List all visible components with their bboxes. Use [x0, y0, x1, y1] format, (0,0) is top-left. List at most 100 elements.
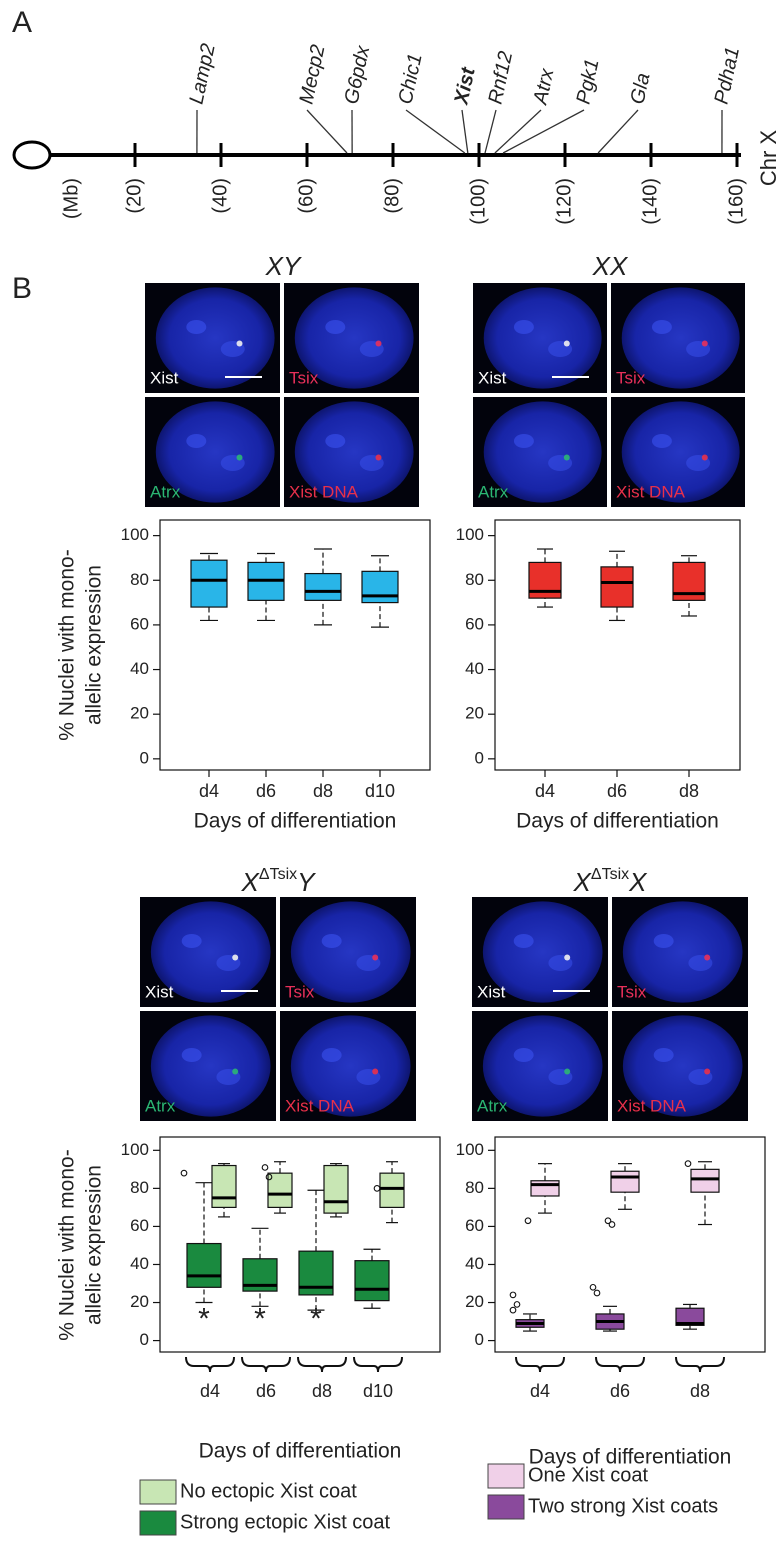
gene-label: Atrx	[529, 66, 558, 107]
signal-spot	[563, 340, 570, 347]
gene-pointer	[405, 109, 466, 154]
signal-spot	[375, 340, 382, 347]
gene-label: Pgk1	[573, 57, 604, 106]
y-tick-label: 60	[130, 614, 149, 633]
nucleus-speckle	[513, 934, 534, 948]
box	[684, 1160, 720, 1226]
nucleus	[622, 1015, 743, 1117]
box-body	[675, 1307, 705, 1326]
nucleus	[150, 1015, 271, 1117]
nucleus	[294, 287, 414, 389]
centromere	[12, 140, 52, 170]
x-axis-label: Days of differentiation	[199, 1440, 402, 1463]
channel-label: Xist DNA	[617, 1096, 687, 1115]
signal-spot	[704, 1068, 711, 1075]
nucleus-speckle	[513, 434, 534, 448]
signal-spot	[701, 340, 708, 347]
signal-spot	[232, 954, 239, 961]
y-tick-label: 0	[140, 1330, 149, 1349]
box-body	[530, 1180, 560, 1197]
box-body	[304, 572, 342, 601]
category-brace	[515, 1356, 565, 1373]
title-part: X	[241, 867, 261, 897]
panel-label: A	[12, 6, 32, 39]
x-tick-label: d6	[607, 781, 627, 801]
y-tick-label: 100	[456, 525, 484, 544]
x-axis-label: Days of differentiation	[516, 810, 719, 833]
outlier	[593, 1289, 601, 1297]
tick-label: (60)	[295, 178, 317, 214]
tick-label: (80)	[381, 178, 403, 214]
box	[261, 1161, 293, 1214]
channel-label: Xist DNA	[285, 1096, 355, 1115]
box	[600, 550, 634, 622]
channel-label: Tsix	[285, 982, 315, 1001]
signal-spot	[375, 454, 382, 461]
nucleus-speckle	[653, 1048, 674, 1062]
box	[528, 548, 562, 608]
signal-spot	[701, 454, 708, 461]
outlier	[373, 1185, 381, 1192]
box	[323, 1163, 349, 1218]
gene-pointer	[494, 109, 542, 154]
outlier	[513, 1301, 521, 1308]
outlier	[608, 1221, 616, 1228]
plot-frame	[159, 1136, 441, 1353]
box	[604, 1163, 640, 1228]
box-body	[354, 1260, 390, 1302]
gene-pointer	[502, 109, 585, 154]
nucleus-speckle	[653, 934, 674, 948]
gene-pointer	[461, 109, 469, 154]
legend-label: One Xist coat	[528, 1464, 649, 1486]
legend-swatch	[487, 1494, 525, 1520]
box	[509, 1291, 545, 1332]
y-tick-label: 80	[130, 570, 149, 589]
channel-label: Xist DNA	[616, 482, 686, 501]
nucleus	[621, 401, 740, 503]
y-tick-label: 20	[465, 1292, 484, 1311]
title-part: Y	[297, 867, 316, 897]
outlier	[180, 1169, 188, 1177]
legend-label: Two strong Xist coats	[528, 1495, 718, 1517]
box	[247, 552, 285, 622]
y-tick-label: 80	[130, 1178, 149, 1197]
box	[361, 555, 399, 628]
signal-spot	[232, 1068, 239, 1075]
outlier	[604, 1217, 612, 1225]
box	[675, 1303, 705, 1330]
category-brace	[185, 1356, 235, 1373]
x-tick-label: d4	[535, 781, 555, 801]
y-tick-label: 60	[465, 614, 484, 633]
box-body	[610, 1170, 640, 1193]
signal-spot	[563, 454, 570, 461]
tick-label: (20)	[123, 178, 145, 214]
category-brace	[241, 1356, 291, 1373]
y-tick-label: 20	[130, 1292, 149, 1311]
channel-label: Xist	[477, 982, 506, 1001]
x-tick-label: d4	[530, 1381, 550, 1401]
nucleus	[155, 287, 275, 389]
legend-swatch	[139, 1479, 177, 1505]
channel-label: Xist DNA	[289, 482, 359, 501]
group-title: XΔTsixX	[573, 866, 649, 897]
box-body	[323, 1164, 349, 1214]
nucleus-speckle	[651, 320, 672, 334]
nucleus-speckle	[186, 434, 207, 448]
outlier	[265, 1173, 273, 1181]
annotation: *	[310, 1303, 322, 1336]
nucleus	[483, 287, 602, 389]
box	[304, 548, 342, 626]
x-tick-label: d8	[679, 781, 699, 801]
outlier	[261, 1164, 269, 1171]
x-tick-label: d4	[199, 781, 219, 801]
gene-label: Xist	[450, 64, 480, 107]
nucleus	[155, 401, 275, 503]
nucleus-speckle	[321, 934, 342, 948]
y-tick-label: 40	[465, 1254, 484, 1273]
y-tick-label: 40	[130, 659, 149, 678]
y-tick-label: 80	[465, 1178, 484, 1197]
title-part: ΔTsix	[591, 866, 629, 883]
title-part: ΔTsix	[259, 866, 297, 883]
plot-frame	[494, 1136, 766, 1353]
